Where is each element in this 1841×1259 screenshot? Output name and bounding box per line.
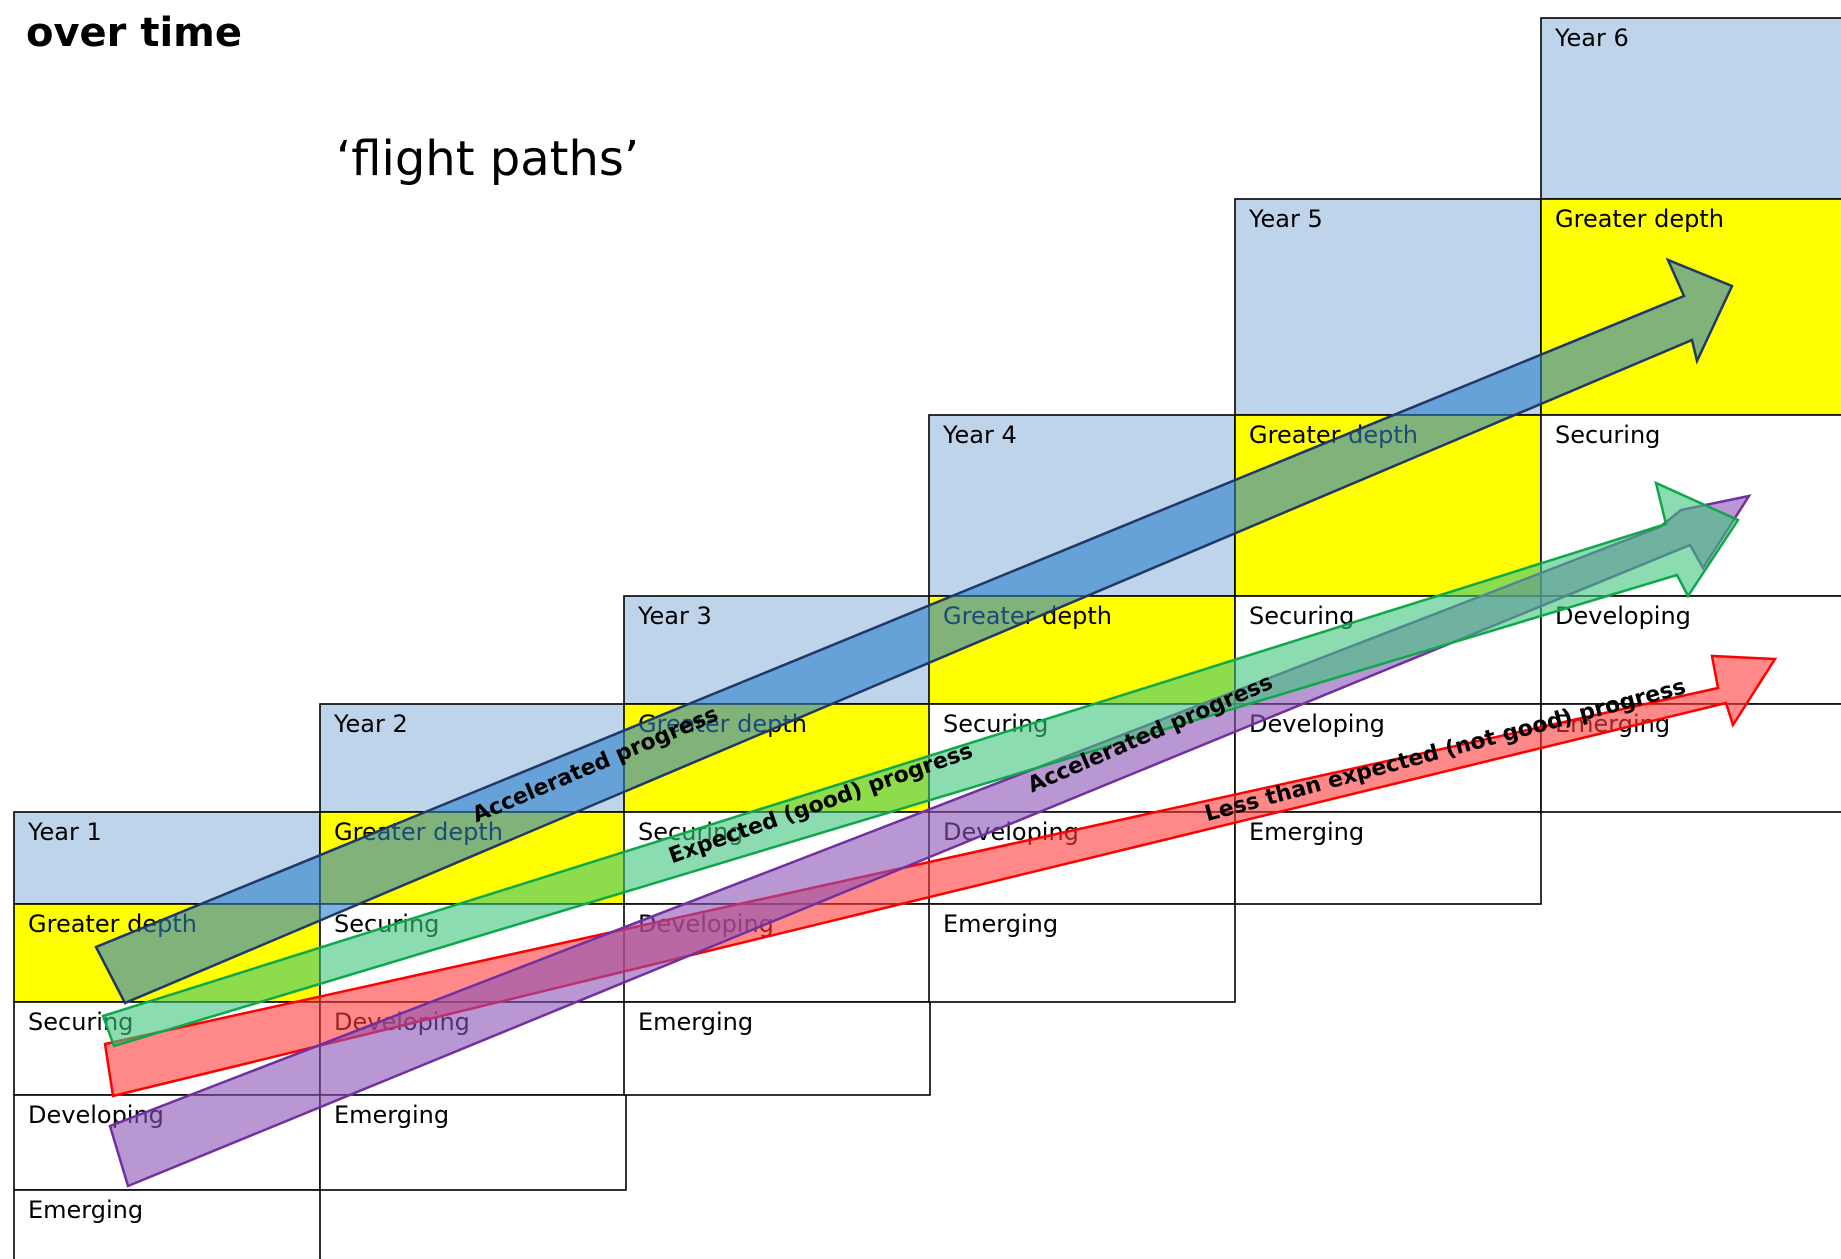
page-title: over time [26,10,242,56]
year-6-developing-cell [1540,595,1841,705]
year-6-developing-label: Developing [1555,602,1691,630]
year-1-emerging-label: Emerging [28,1196,143,1224]
year-6-securing-label: Securing [1555,421,1660,449]
year-3-header-label: Year 3 [637,602,712,630]
flight-paths-subtitle: ‘flight paths’ [336,131,639,187]
year-grid: Year 1 Greater depth Securing Developing Eme… [13,17,1841,1259]
progress-arrow-green [101,480,1740,1048]
year-5-header-label: Year 5 [1248,205,1323,233]
year-5-securing-label: Securing [1249,602,1354,630]
year-1-emerging-cell [13,1189,321,1259]
year-6-greater-depth-label: Greater depth [1555,205,1724,233]
year-6-header-cell [1540,17,1841,200]
year-4-emerging-label: Emerging [943,910,1058,938]
year-5-emerging-label: Emerging [1249,818,1364,846]
year-3-emerging-label: Emerging [638,1008,753,1036]
progress-arrows [94,257,1778,1188]
year-2-emerging-cell [319,1094,627,1191]
year-1-header-label: Year 1 [27,818,102,846]
year-2-header-label: Year 2 [333,710,408,738]
year-4-header-label: Year 4 [942,421,1017,449]
year-5-emerging-cell [1234,811,1542,905]
year-2-emerging-label: Emerging [334,1101,449,1129]
year-3-emerging-cell [623,1001,931,1096]
year-4-emerging-cell [928,903,1236,1003]
progress-arrow-blue [94,257,1734,1005]
year-6-header-label: Year 6 [1554,24,1629,52]
